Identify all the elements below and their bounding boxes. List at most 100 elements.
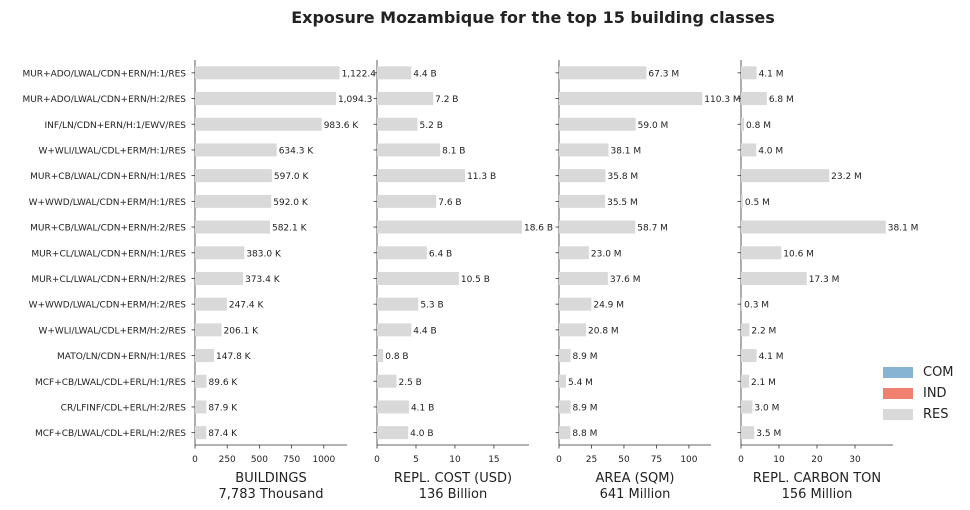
chart-title: Exposure Mozambique for the top 15 build…: [291, 8, 775, 27]
panel-repl-cost-usd-bar-mur-ado-lwal-cdn-ern-h-2-res: [377, 92, 434, 106]
panel-repl-cost-usd-data-label-mur-cb-lwal-cdn-ern-h-1-res: 11.3 B: [467, 172, 496, 182]
panel-area-sqm-bar-w-wli-lwal-cdl-erm-h-1-res: [559, 143, 609, 157]
panel-repl-carbon-ton-x-tick-label: 20: [811, 455, 823, 465]
panel-area-sqm-bar-w-wwd-lwal-cdn-erm-h-2-res: [559, 297, 592, 311]
panel-repl-carbon-ton-x-tick-label: 0: [738, 455, 744, 465]
legend-label-res: RES: [923, 407, 949, 422]
panel-buildings-data-label-mur-cb-lwal-cdn-ern-h-1-res: 597.0 K: [274, 172, 310, 182]
panel-area-sqm-data-label-mur-ado-lwal-cdn-ern-h-1-res: 67.3 M: [648, 69, 679, 79]
panel-repl-carbon-ton-bar-mur-cb-lwal-cdn-ern-h-1-res: [741, 169, 830, 183]
category-label-mur-cb-lwal-cdn-ern-h-2-res: MUR+CB/LWAL/CDN+ERN/H:2/RES: [30, 224, 186, 234]
panel-repl-carbon-ton-data-label-mur-ado-lwal-cdn-ern-h-1-res: 4.1 M: [759, 69, 784, 79]
panel-buildings-bar-mur-cl-lwal-cdn-ern-h-1-res: [195, 246, 245, 260]
panel-repl-cost-usd-bar-mur-ado-lwal-cdn-ern-h-1-res: [377, 66, 412, 80]
panel-buildings-data-label-inf-ln-cdn-ern-h-1-ewv-res: 983.6 K: [324, 121, 360, 131]
panel-repl-carbon-ton-bar-w-wwd-lwal-cdn-erm-h-1-res: [741, 194, 743, 208]
panel-repl-cost-usd-bar-w-wwd-lwal-cdn-erm-h-1-res: [377, 194, 437, 208]
panel-buildings-data-label-mcf-cb-lwal-cdl-erl-h-2-res: 87.4 K: [208, 429, 238, 439]
panel-buildings-bar-mcf-cb-lwal-cdl-erl-h-2-res: [195, 426, 207, 440]
panel-area-sqm-data-label-w-wwd-lwal-cdn-erm-h-2-res: 24.9 M: [593, 301, 624, 311]
panel-buildings-x-tick-label: 0: [192, 455, 198, 465]
panel-repl-cost-usd-data-label-mur-cl-lwal-cdn-ern-h-2-res: 10.5 B: [461, 275, 490, 285]
legend-swatch-res: [883, 409, 913, 420]
panel-repl-carbon-ton-data-label-cr-lfinf-cdl-erl-h-2-res: 3.0 M: [754, 403, 779, 413]
panel-buildings-x-tick-label: 500: [251, 455, 268, 465]
panel-buildings-data-label-w-wwd-lwal-cdn-erm-h-2-res: 247.4 K: [229, 301, 265, 311]
panel-repl-cost-usd-data-label-w-wwd-lwal-cdn-erm-h-1-res: 7.6 B: [438, 198, 461, 208]
panel-repl-carbon-ton-bar-mcf-cb-lwal-cdl-erl-h-1-res: [741, 374, 749, 388]
panel-repl-carbon-ton-data-label-inf-ln-cdn-ern-h-1-ewv-res: 0.8 M: [746, 121, 771, 131]
category-label-mur-ado-lwal-cdn-ern-h-1-res: MUR+ADO/LWAL/CDN+ERN/H:1/RES: [22, 69, 186, 79]
panel-repl-carbon-ton-data-label-mur-cb-lwal-cdn-ern-h-1-res: 23.2 M: [831, 172, 862, 182]
panel-repl-carbon-ton-xlabel: REPL. CARBON TON: [753, 471, 881, 486]
panel-area-sqm-data-label-mur-ado-lwal-cdn-ern-h-2-res: 110.3 M: [704, 95, 740, 105]
panel-buildings-x-tick-label: 750: [283, 455, 300, 465]
panel-buildings-data-label-w-wwd-lwal-cdn-erm-h-1-res: 592.0 K: [273, 198, 309, 208]
panel-buildings-bar-inf-ln-cdn-ern-h-1-ewv-res: [195, 117, 322, 131]
panel-repl-carbon-ton-data-label-w-wwd-lwal-cdn-erm-h-2-res: 0.3 M: [744, 301, 769, 311]
legend-swatch-com: [883, 367, 913, 378]
panel-buildings-bar-mur-cb-lwal-cdn-ern-h-2-res: [195, 220, 270, 234]
panel-repl-carbon-ton-data-label-mur-cl-lwal-cdn-ern-h-2-res: 17.3 M: [809, 275, 840, 285]
panel-area-sqm-x-tick-label: 50: [618, 455, 630, 465]
panel-repl-carbon-ton-bar-w-wwd-lwal-cdn-erm-h-2-res: [741, 297, 743, 311]
panel-area-sqm-data-label-inf-ln-cdn-ern-h-1-ewv-res: 59.0 M: [638, 121, 669, 131]
panel-buildings-bar-cr-lfinf-cdl-erl-h-2-res: [195, 400, 207, 414]
panel-area-sqm-x-tick-label: 0: [556, 455, 562, 465]
panel-repl-cost-usd-bar-cr-lfinf-cdl-erl-h-2-res: [377, 400, 409, 414]
panel-area-sqm-x-tick-label: 100: [680, 455, 697, 465]
panel-buildings-data-label-mato-ln-cdn-ern-h-1-res: 147.8 K: [216, 352, 252, 362]
panel-repl-carbon-ton-data-label-mato-ln-cdn-ern-h-1-res: 4.1 M: [759, 352, 784, 362]
panel-area-sqm-data-label-mcf-cb-lwal-cdl-erl-h-1-res: 5.4 M: [568, 378, 593, 388]
panel-repl-cost-usd-bar-mur-cl-lwal-cdn-ern-h-1-res: [377, 246, 427, 260]
panel-area-sqm-data-label-mur-cb-lwal-cdn-ern-h-1-res: 35.8 M: [608, 172, 639, 182]
panel-area-sqm-data-label-mato-ln-cdn-ern-h-1-res: 8.9 M: [573, 352, 598, 362]
panel-repl-cost-usd-total: 136 Billion: [419, 487, 488, 502]
panel-repl-carbon-ton-bar-mur-cl-lwal-cdn-ern-h-2-res: [741, 271, 807, 285]
panel-area-sqm-data-label-mur-cl-lwal-cdn-ern-h-1-res: 23.0 M: [591, 249, 622, 259]
panel-repl-carbon-ton-bar-mur-ado-lwal-cdn-ern-h-1-res: [741, 66, 757, 80]
panel-area-sqm-total: 641 Million: [600, 487, 671, 502]
panel-repl-carbon-ton-bar-w-wli-lwal-cdl-erm-h-1-res: [741, 143, 757, 157]
panel-area-sqm-bar-mur-ado-lwal-cdn-ern-h-1-res: [559, 66, 647, 80]
panel-area-sqm-bar-mur-ado-lwal-cdn-ern-h-2-res: [559, 92, 703, 106]
legend-item-res: RES: [883, 404, 954, 425]
panel-repl-cost-usd-x-tick-label: 5: [413, 455, 419, 465]
panel-area-sqm-data-label-w-wli-lwal-cdl-erm-h-1-res: 38.1 M: [610, 146, 641, 156]
panel-repl-carbon-ton-bar-inf-ln-cdn-ern-h-1-ewv-res: [741, 117, 745, 131]
panel-buildings-bar-mur-cb-lwal-cdn-ern-h-1-res: [195, 169, 272, 183]
category-label-mato-ln-cdn-ern-h-1-res: MATO/LN/CDN+ERN/H:1/RES: [57, 352, 186, 362]
panel-repl-carbon-ton-bar-mur-cl-lwal-cdn-ern-h-1-res: [741, 246, 782, 260]
panel-repl-carbon-ton-data-label-mur-cl-lwal-cdn-ern-h-1-res: 10.6 M: [783, 249, 814, 259]
category-label-w-wli-lwal-cdl-erm-h-1-res: W+WLI/LWAL/CDL+ERM/H:1/RES: [38, 146, 186, 156]
panel-repl-cost-usd-bar-mcf-cb-lwal-cdl-erl-h-1-res: [377, 374, 397, 388]
category-label-w-wwd-lwal-cdn-erm-h-1-res: W+WWD/LWAL/CDN+ERM/H:1/RES: [29, 198, 187, 208]
panel-repl-cost-usd-xlabel: REPL. COST (USD): [394, 471, 512, 486]
panel-area-sqm-bar-mur-cb-lwal-cdn-ern-h-2-res: [559, 220, 636, 234]
panel-buildings-bar-w-wwd-lwal-cdn-erm-h-2-res: [195, 297, 227, 311]
legend-label-com: COM: [923, 365, 954, 380]
category-label-inf-ln-cdn-ern-h-1-ewv-res: INF/LN/CDN+ERN/H:1/EWV/RES: [44, 121, 186, 131]
panel-area-sqm-data-label-mur-cl-lwal-cdn-ern-h-2-res: 37.6 M: [610, 275, 641, 285]
panel-repl-carbon-ton-bar-mcf-cb-lwal-cdl-erl-h-2-res: [741, 426, 755, 440]
panel-repl-carbon-ton-bar-mato-ln-cdn-ern-h-1-res: [741, 349, 757, 363]
panel-area-sqm-bar-inf-ln-cdn-ern-h-1-ewv-res: [559, 117, 636, 131]
panel-repl-cost-usd-bar-mur-cb-lwal-cdn-ern-h-1-res: [377, 169, 466, 183]
panel-area-sqm-bar-w-wwd-lwal-cdn-erm-h-1-res: [559, 194, 606, 208]
panel-buildings-data-label-mur-cb-lwal-cdn-ern-h-2-res: 582.1 K: [272, 224, 308, 234]
panel-repl-cost-usd-data-label-inf-ln-cdn-ern-h-1-ewv-res: 5.2 B: [420, 121, 443, 131]
panel-buildings-bar-mur-cl-lwal-cdn-ern-h-2-res: [195, 271, 244, 285]
panel-repl-carbon-ton-data-label-mcf-cb-lwal-cdl-erl-h-1-res: 2.1 M: [751, 378, 776, 388]
panel-area-sqm-bar-w-wli-lwal-cdl-erm-h-2-res: [559, 323, 587, 337]
panel-area-sqm-bar-mcf-cb-lwal-cdl-erl-h-2-res: [559, 426, 571, 440]
panel-repl-carbon-ton-bar-cr-lfinf-cdl-erl-h-2-res: [741, 400, 753, 414]
panel-buildings-bar-mcf-cb-lwal-cdl-erl-h-1-res: [195, 374, 207, 388]
category-label-w-wwd-lwal-cdn-erm-h-2-res: W+WWD/LWAL/CDN+ERM/H:2/RES: [29, 301, 187, 311]
panel-area-sqm-bar-mcf-cb-lwal-cdl-erl-h-1-res: [559, 374, 567, 388]
panel-repl-carbon-ton-x-tick-label: 30: [849, 455, 861, 465]
panel-buildings-data-label-w-wli-lwal-cdl-erm-h-2-res: 206.1 K: [224, 326, 260, 336]
panel-repl-cost-usd-data-label-mato-ln-cdn-ern-h-1-res: 0.8 B: [385, 352, 408, 362]
panel-area-sqm-x-tick-label: 25: [586, 455, 597, 465]
panel-repl-cost-usd-x-tick-label: 10: [449, 455, 461, 465]
